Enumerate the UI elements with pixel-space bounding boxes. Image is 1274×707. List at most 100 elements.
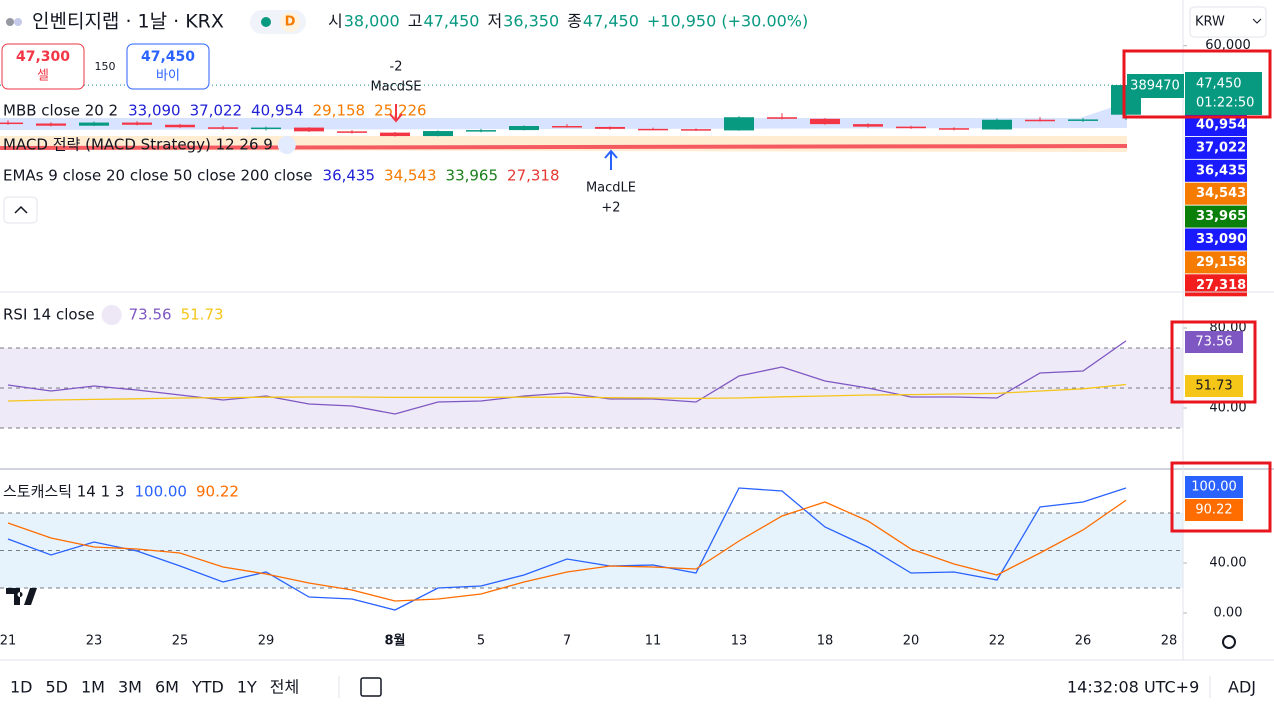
candle-body <box>423 131 453 137</box>
clock: 14:32:08 UTC+9 <box>1067 678 1199 697</box>
indicator-line <box>7 383 1127 402</box>
x-tick-label: 18 <box>817 634 834 649</box>
price-badge <box>1185 274 1247 297</box>
candle-body <box>595 126 625 129</box>
range-button[interactable]: 3M <box>118 678 142 697</box>
highlight-box <box>1170 461 1272 533</box>
range-button[interactable]: 1Y <box>237 678 257 697</box>
marker-qty: -2 <box>390 60 403 75</box>
collapse-icon <box>14 205 28 214</box>
price-badge-text: 33,965 <box>1196 209 1246 224</box>
price-badge <box>1185 205 1247 228</box>
marker-label: MacdSE <box>370 80 421 95</box>
candle-body <box>1068 119 1098 121</box>
sell-button[interactable] <box>1 43 85 90</box>
toolbar: 1D 5D 1M 3M 6M YTD 1Y 전체 <box>10 678 299 697</box>
tv-logo <box>6 588 37 605</box>
legend-value: 29,158 <box>313 102 366 120</box>
last-price-badge <box>1185 72 1262 115</box>
legend-label: MACD 전략 (MACD Strategy) 12 26 9 <box>3 136 273 154</box>
interval-badge: D <box>285 15 296 30</box>
y-tick-label: 40.00 <box>1209 401 1246 416</box>
price-badge-text: 34,543 <box>1196 186 1246 201</box>
x-tick-label: 5 <box>477 634 485 649</box>
legend-label: MBB close 20 2 <box>3 102 118 120</box>
range-button[interactable]: 1M <box>81 678 105 697</box>
candle-body <box>294 127 324 132</box>
buy-price: 47,450 <box>141 49 195 65</box>
settings-badge <box>101 305 122 325</box>
range-button[interactable]: 전체 <box>270 678 299 697</box>
logo-dot <box>14 18 22 26</box>
value-badge <box>1185 476 1243 498</box>
x-tick-label: 13 <box>731 634 748 649</box>
price-badge <box>1185 251 1247 274</box>
symbol: 인벤티지랩 · 1날 · KRX <box>32 11 224 33</box>
strategy-icon <box>277 136 296 154</box>
candle-body <box>36 123 66 126</box>
range-button[interactable]: 6M <box>155 678 179 697</box>
price-badge <box>1185 114 1247 136</box>
buy-label: 바이 <box>156 69 180 84</box>
candle-body <box>1025 119 1055 122</box>
candle-body <box>939 128 969 130</box>
collapse-button[interactable] <box>3 196 38 224</box>
y-tick-label: 40.00 <box>1209 556 1246 571</box>
market-dot <box>261 17 271 27</box>
price-badge-text: 29,158 <box>1196 255 1246 270</box>
candle-body <box>552 126 582 128</box>
long-arrow <box>604 149 618 170</box>
range-button[interactable]: YTD <box>191 678 224 697</box>
marker-label: MacdLE <box>586 181 636 196</box>
price-badge-text: 40,954 <box>1196 118 1246 133</box>
candle-body <box>810 118 840 125</box>
candle-body <box>251 127 281 130</box>
legend-value: 27,318 <box>507 167 560 185</box>
highlight-box <box>1122 49 1272 119</box>
volume-badge <box>1127 74 1184 98</box>
date-range-icon[interactable] <box>360 677 382 697</box>
price-badge <box>1185 136 1247 159</box>
sell-price: 47,300 <box>16 49 70 65</box>
short-arrow <box>389 104 403 123</box>
last-price: 47,450 <box>1196 77 1242 92</box>
pane-title: RSI 14 close <box>3 306 95 324</box>
legend-label: EMAs 9 close 20 close 50 close 200 close <box>3 167 313 185</box>
x-tick-label: 25 <box>172 634 189 649</box>
settings-icon[interactable] <box>1222 635 1236 649</box>
candle-body <box>896 126 926 129</box>
candle-body <box>165 124 195 128</box>
range-button[interactable]: 1D <box>10 678 33 697</box>
change: +10,950 (+30.00%) <box>647 12 808 31</box>
value-badge <box>1185 499 1243 521</box>
indicator-line <box>7 340 1127 415</box>
legend-value: 90.22 <box>196 483 239 501</box>
price-badge-text: 36,435 <box>1196 163 1246 178</box>
price-badge <box>1185 228 1247 251</box>
price-badge-text: 33,090 <box>1196 232 1246 247</box>
x-tick-label: 21 <box>0 634 16 649</box>
price-badge-text: 27,318 <box>1196 278 1246 293</box>
y-tick-label: 0.00 <box>1214 606 1243 621</box>
range-button[interactable]: 5D <box>46 678 69 697</box>
x-tick-label: 26 <box>1075 634 1092 649</box>
mbb-band <box>0 100 1127 130</box>
indicator-line <box>7 487 1127 611</box>
price-badge-text: 37,022 <box>1196 140 1246 155</box>
adjust-toggle[interactable]: ADJ <box>1228 678 1256 697</box>
legend-value: 100.00 <box>134 483 187 501</box>
buy-button[interactable] <box>126 43 210 90</box>
candle-body <box>466 130 496 132</box>
ohlc-label: 저 <box>487 12 502 31</box>
value-badge-text: 51.73 <box>1195 379 1232 394</box>
legend-value: 37,022 <box>190 102 243 120</box>
x-tick-label: 20 <box>903 634 920 649</box>
currency-dropdown[interactable] <box>1189 6 1267 38</box>
candle-body <box>724 117 754 131</box>
sell-label: 셀 <box>37 69 49 84</box>
interval-dot <box>280 12 300 32</box>
candle-body <box>767 117 797 119</box>
ohlc-value: 47,450 <box>423 12 479 31</box>
